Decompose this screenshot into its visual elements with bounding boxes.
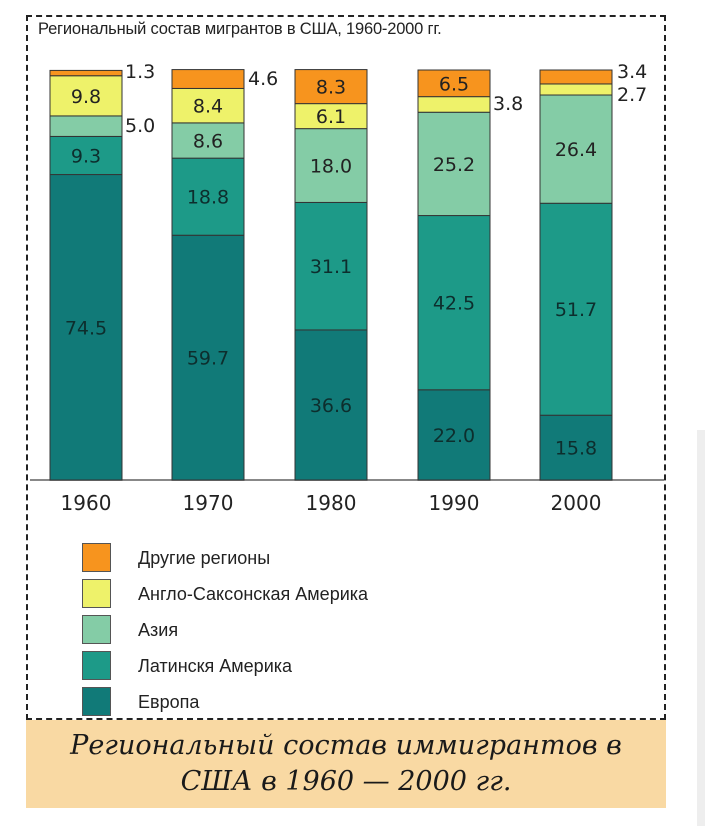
legend-swatch: [82, 651, 111, 680]
legend-label: Азия: [138, 620, 179, 640]
data-label: 4.6: [248, 68, 278, 90]
bar-segment: [294, 329, 368, 481]
x-tick-label: 1960: [61, 491, 112, 515]
legend-swatch: [82, 543, 111, 572]
bar-segment: [417, 215, 491, 391]
legend-swatch: [82, 687, 111, 716]
data-label: 1.3: [125, 61, 155, 83]
bar-segment: [49, 69, 123, 77]
legend-item: Азия: [82, 615, 482, 645]
data-label: 59.7: [187, 348, 229, 370]
chart-title: Региональный состав мигрантов в США, 196…: [38, 20, 442, 38]
data-label: 8.6: [193, 131, 223, 153]
bar-segment: [294, 128, 368, 203]
legend-item: Европа: [82, 687, 482, 717]
bar-segment: [49, 115, 123, 137]
x-tick-label: 1980: [306, 491, 357, 515]
data-label: 74.5: [65, 317, 107, 339]
bar-segment: [417, 111, 491, 217]
figure-caption: Региональный состав иммигрантов в США в …: [26, 728, 666, 800]
bar-segment: [171, 122, 245, 159]
bar-segment: [294, 69, 368, 105]
data-label: 25.2: [433, 154, 475, 176]
legend-label: Англо-Саксонская Америка: [138, 584, 369, 604]
bar-segment: [171, 87, 245, 124]
legend-label: Латинскя Америка: [138, 656, 293, 676]
bar-segment: [49, 135, 123, 176]
data-label: 6.5: [439, 73, 469, 95]
caption-line-2: США в 1960 — 2000 гг.: [180, 766, 512, 797]
data-label: 9.3: [71, 145, 101, 167]
data-label: 15.8: [555, 438, 597, 460]
data-label: 36.6: [310, 395, 352, 417]
data-label: 31.1: [310, 256, 352, 278]
data-label: 42.5: [433, 293, 475, 315]
bar-segment: [294, 201, 368, 331]
data-label: 3.4: [617, 61, 647, 83]
bar-segment: [417, 69, 491, 98]
data-label: 9.8: [71, 86, 101, 108]
bar-segment: [49, 174, 123, 481]
bar-segment: [417, 96, 491, 113]
chart-frame: [26, 15, 666, 720]
x-tick-label: 1990: [429, 491, 480, 515]
data-label: 18.8: [187, 187, 229, 209]
legend-item: Другие регионы: [82, 543, 482, 573]
data-label: 8.4: [193, 96, 223, 118]
x-tick-label: 1970: [183, 491, 234, 515]
data-label: 3.8: [493, 93, 523, 115]
data-label: 51.7: [555, 299, 597, 321]
data-label: 26.4: [555, 139, 597, 161]
bar-segment: [171, 157, 245, 236]
data-label: 5.0: [125, 115, 155, 137]
bar-segment: [539, 69, 613, 85]
bar-segment: [294, 103, 368, 130]
x-tick-label: 2000: [551, 491, 602, 515]
caption-line-1: Региональный состав иммигрантов в: [70, 730, 622, 761]
data-label: 18.0: [310, 156, 352, 178]
figure-caption-box: Региональный состав иммигрантов в США в …: [26, 720, 666, 808]
page-edge-strip: [697, 430, 705, 826]
bar-segment: [539, 202, 613, 416]
bar-segment: [417, 389, 491, 481]
legend-swatch: [82, 615, 111, 644]
bar-segment: [171, 234, 245, 481]
bar-segment: [539, 83, 613, 96]
data-label: 2.7: [617, 84, 647, 106]
data-label: 8.3: [316, 77, 346, 99]
data-label: 6.1: [316, 106, 346, 128]
legend-item: Латинскя Америка: [82, 651, 482, 681]
legend-label: Другие регионы: [138, 548, 271, 568]
data-label: 22.0: [433, 425, 475, 447]
legend-swatch: [82, 579, 111, 608]
bar-segment: [171, 69, 245, 89]
legend-label: Европа: [138, 692, 200, 712]
legend-item: Англо-Саксонская Америка: [82, 579, 482, 609]
